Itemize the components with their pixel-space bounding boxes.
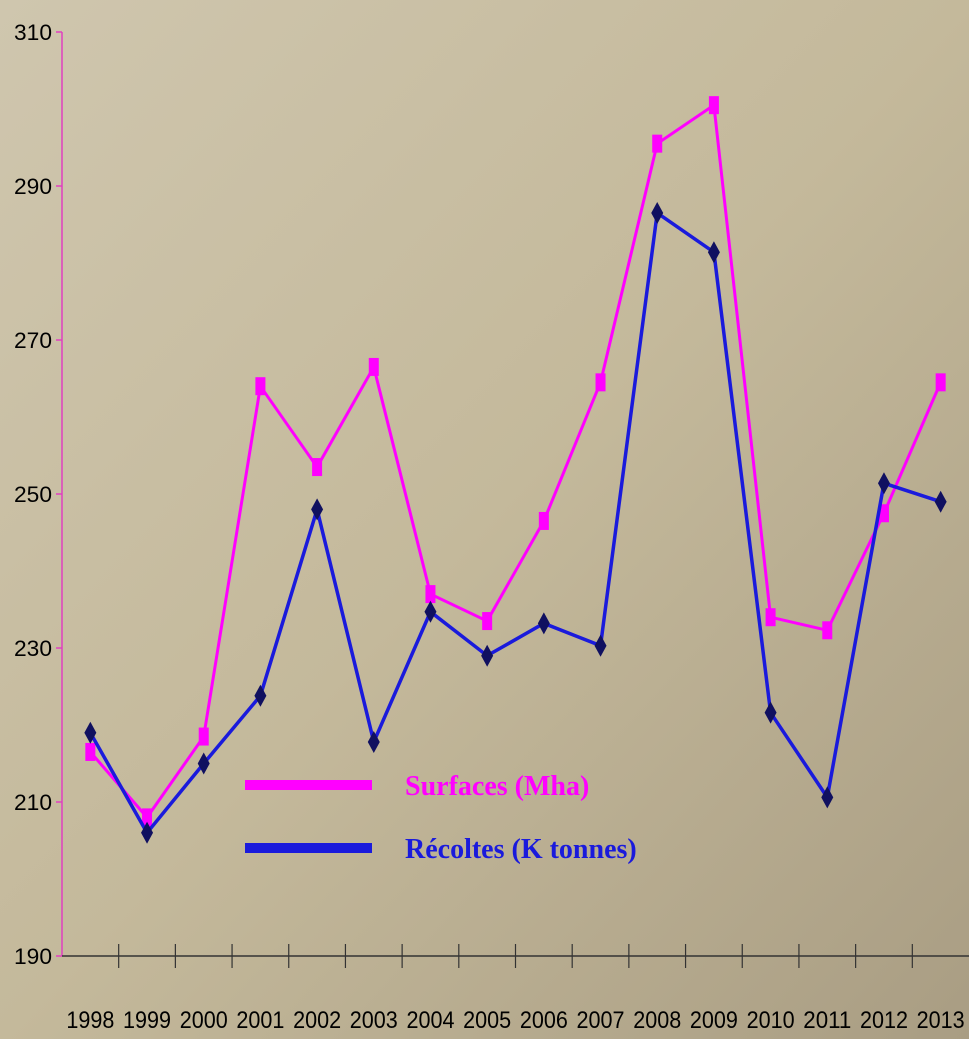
- marker: [878, 504, 889, 523]
- x-tick-label: 2012: [860, 1007, 908, 1034]
- x-tick-label: 2004: [406, 1007, 454, 1034]
- marker: [821, 786, 834, 809]
- marker: [425, 585, 436, 604]
- marker: [652, 134, 663, 153]
- marker: [198, 727, 209, 746]
- marker: [255, 377, 266, 396]
- y-tick-label: 190: [14, 944, 52, 969]
- marker: [141, 821, 154, 844]
- y-tick-label: 290: [14, 174, 52, 199]
- x-tick-label: 1999: [123, 1007, 171, 1034]
- y-tick-label: 270: [14, 328, 52, 353]
- marker: [764, 701, 777, 724]
- marker: [85, 742, 96, 761]
- marker: [651, 201, 664, 224]
- marker: [537, 612, 550, 635]
- series-line: [89, 102, 943, 820]
- x-tick-label: 2001: [236, 1007, 284, 1034]
- x-tick-label: 2011: [803, 1007, 851, 1034]
- x-tick-label: 2006: [520, 1007, 568, 1034]
- marker: [367, 730, 380, 753]
- marker: [595, 373, 606, 392]
- y-tick-label: 250: [14, 482, 52, 507]
- x-tick-label: 2007: [577, 1007, 625, 1034]
- marker: [822, 621, 833, 640]
- marker: [481, 644, 494, 667]
- marker: [368, 357, 379, 376]
- y-tick-label: 310: [14, 20, 52, 45]
- marker: [707, 241, 720, 264]
- legend-label: Récoltes (K tonnes): [405, 834, 637, 865]
- x-tick-label: 2003: [350, 1007, 398, 1034]
- marker: [311, 498, 324, 521]
- x-tick-label: 1998: [66, 1007, 114, 1034]
- marker: [142, 808, 153, 827]
- marker: [935, 373, 946, 392]
- x-tick-label: 2002: [293, 1007, 341, 1034]
- marker: [877, 472, 890, 495]
- marker: [594, 634, 607, 657]
- marker: [482, 612, 493, 631]
- legend-label: Surfaces (Mha): [405, 771, 589, 802]
- x-tick-label: 2005: [463, 1007, 511, 1034]
- marker: [197, 752, 210, 775]
- x-tick-label: 2013: [917, 1007, 965, 1034]
- y-tick-label: 230: [14, 636, 52, 661]
- y-tick-label: 210: [14, 790, 52, 815]
- marker: [765, 608, 776, 627]
- marker: [84, 721, 97, 744]
- marker: [538, 511, 549, 530]
- marker: [254, 684, 267, 707]
- marker: [312, 458, 323, 477]
- marker: [424, 600, 437, 623]
- marker: [708, 96, 719, 115]
- x-tick-label: 2009: [690, 1007, 738, 1034]
- marker: [934, 490, 947, 513]
- x-tick-label: 2008: [633, 1007, 681, 1034]
- x-tick-label: 2010: [747, 1007, 795, 1034]
- x-tick-label: 2000: [180, 1007, 228, 1034]
- series-line: [88, 209, 942, 836]
